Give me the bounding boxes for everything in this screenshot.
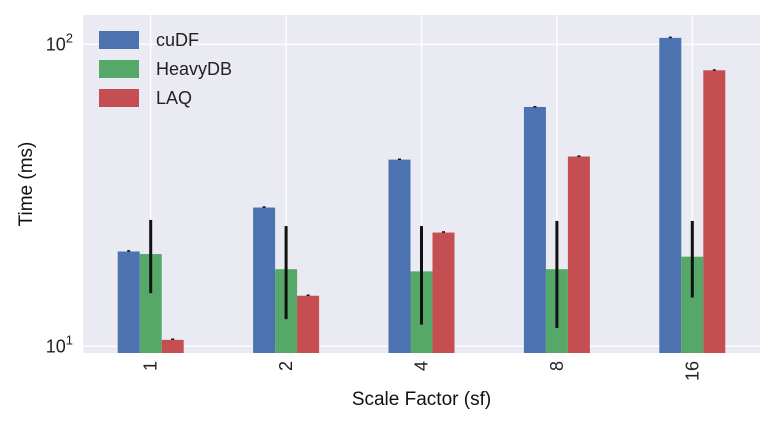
error-bar-laq-sf8 xyxy=(577,155,581,157)
y-axis-label: Time (ms) xyxy=(16,142,37,227)
error-bar-laq-sf4 xyxy=(442,231,445,233)
legend-label-laq: LAQ xyxy=(156,88,192,108)
bar-cudf-sf16 xyxy=(659,37,682,353)
x-tick-label-2: 2 xyxy=(276,361,296,371)
bar-laq-sf4 xyxy=(432,232,455,353)
bar-laq-sf2 xyxy=(297,295,320,353)
legend-swatch-cudf xyxy=(99,31,139,49)
bars xyxy=(117,37,726,354)
error-bars xyxy=(127,36,716,341)
bar-laq-sf16 xyxy=(703,70,726,354)
error-bar-heavydb-sf16 xyxy=(690,220,694,298)
error-bar-laq-sf1 xyxy=(171,338,175,341)
legend-label-heavydb: HeavyDB xyxy=(156,59,232,79)
bar-cudf-sf4 xyxy=(388,159,411,353)
bar-cudf-sf2 xyxy=(253,207,276,353)
y-tick-label: 101 xyxy=(46,332,73,356)
error-bar-cudf-sf2 xyxy=(262,206,266,208)
legend-label-cudf: cuDF xyxy=(156,30,199,50)
bar-cudf-sf1 xyxy=(117,251,140,353)
bar-cudf-sf8 xyxy=(523,106,546,353)
x-tick-label-16: 16 xyxy=(682,361,702,381)
x-tick-label-4: 4 xyxy=(412,361,432,371)
y-tick-label: 102 xyxy=(46,30,73,54)
bar-laq-sf8 xyxy=(567,156,590,353)
x-tick-label-1: 1 xyxy=(141,361,161,371)
error-bar-heavydb-sf4 xyxy=(420,226,423,325)
legend: cuDF HeavyDB LAQ xyxy=(99,30,232,108)
x-axis-ticks: 1 2 4 8 16 xyxy=(141,361,703,381)
error-bar-cudf-sf8 xyxy=(533,106,537,108)
bar-heavydb-sf1 xyxy=(139,254,162,353)
error-bar-laq-sf2 xyxy=(306,294,310,297)
error-bar-cudf-sf4 xyxy=(398,158,401,161)
y-axis-ticks: 101 102 xyxy=(46,30,73,356)
error-bar-heavydb-sf1 xyxy=(149,219,153,294)
error-bar-cudf-sf16 xyxy=(668,36,672,39)
x-axis-label: Scale Factor (sf) xyxy=(352,389,491,410)
error-bar-heavydb-sf2 xyxy=(284,226,288,320)
bar-laq-sf1 xyxy=(161,339,184,353)
error-bar-laq-sf16 xyxy=(712,69,716,71)
error-bar-cudf-sf1 xyxy=(127,250,131,252)
legend-swatch-heavydb xyxy=(99,60,139,78)
x-tick-label-8: 8 xyxy=(547,361,567,371)
error-bar-heavydb-sf8 xyxy=(555,220,559,328)
bar-heavydb-sf16 xyxy=(681,256,704,353)
legend-swatch-laq xyxy=(99,89,139,107)
